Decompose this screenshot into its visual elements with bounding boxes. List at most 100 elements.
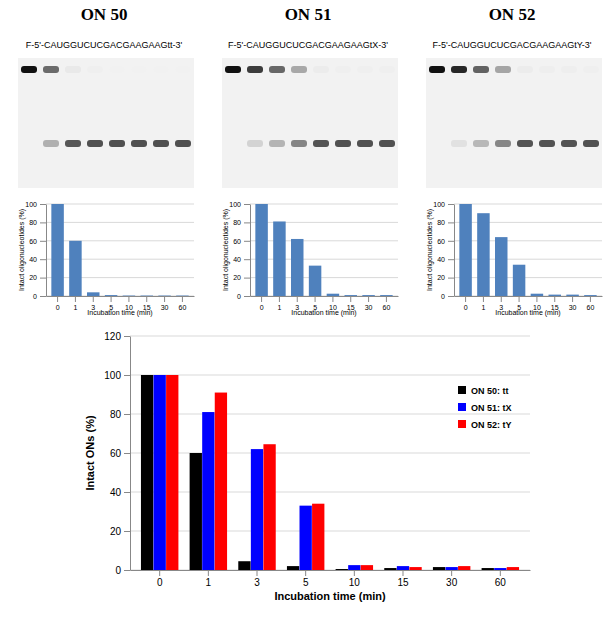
gel-band xyxy=(517,140,533,147)
tick-label: 80 xyxy=(110,409,122,420)
grid-line xyxy=(454,204,602,205)
gel-band xyxy=(517,66,533,73)
tick: 60 xyxy=(233,238,250,245)
gel-band xyxy=(225,66,241,73)
gel-band xyxy=(131,66,147,73)
bar xyxy=(384,568,396,570)
plot-area xyxy=(459,204,596,296)
bar xyxy=(345,295,357,296)
axis-line xyxy=(46,205,47,297)
bar xyxy=(361,565,373,570)
gel-band xyxy=(131,140,147,147)
bar xyxy=(433,567,445,570)
bar xyxy=(549,295,561,296)
grid xyxy=(130,336,530,570)
tick-label: 40 xyxy=(29,256,37,263)
tick-mark xyxy=(448,296,454,297)
bar xyxy=(105,295,117,296)
tick-label: 40 xyxy=(233,256,241,263)
tick: 80 xyxy=(437,219,454,226)
tick-mark xyxy=(244,222,250,223)
tick: 0 xyxy=(464,296,468,311)
bar xyxy=(287,566,299,570)
bar xyxy=(336,569,348,570)
tick: 20 xyxy=(110,526,130,537)
bar xyxy=(300,506,312,570)
tick: 5 xyxy=(303,570,309,588)
gel-band xyxy=(247,66,263,73)
tick: 20 xyxy=(437,274,454,281)
tick-mark xyxy=(40,222,46,223)
tick-mark xyxy=(159,570,160,576)
tick: 100 xyxy=(229,201,250,208)
tick: 10 xyxy=(349,570,361,588)
y-axis: 020406080100 xyxy=(25,201,46,300)
y-axis-title: Intact oligonucleotides (%) xyxy=(18,209,26,291)
tick: 0 xyxy=(157,570,163,588)
bar xyxy=(513,265,525,296)
small-chart: 020406080100013510153060Intact oligonucl… xyxy=(18,201,195,317)
tick: 30 xyxy=(161,296,169,311)
gel-band xyxy=(65,140,81,147)
axis-line xyxy=(131,570,531,571)
bar xyxy=(291,239,303,296)
bar xyxy=(362,295,374,296)
x-axis-title: Incubation time (min) xyxy=(495,309,560,317)
bar xyxy=(51,204,63,296)
bar xyxy=(495,237,507,296)
tick-mark xyxy=(297,296,298,302)
tick-mark xyxy=(244,296,250,297)
gel-background xyxy=(222,58,398,188)
tick-mark xyxy=(128,296,129,302)
bar xyxy=(202,412,214,570)
gel-band xyxy=(43,140,59,147)
tick-mark xyxy=(402,570,403,576)
tick-mark xyxy=(368,296,369,302)
tick-label: 100 xyxy=(104,370,121,381)
grid-line xyxy=(130,375,530,376)
tick-label: 0 xyxy=(33,293,37,300)
tick-mark xyxy=(124,492,130,493)
tick-mark xyxy=(124,414,130,415)
tick: 40 xyxy=(233,256,250,263)
grid-line xyxy=(46,296,194,297)
tick-mark xyxy=(261,296,262,302)
tick: 120 xyxy=(104,331,130,342)
panel: ON 52F-5'-CAUGGUCUCGACGAAGAAGtY-3'020406… xyxy=(426,5,603,317)
tick-label: 40 xyxy=(437,256,445,263)
tick-label: 120 xyxy=(104,331,121,342)
tick-mark xyxy=(465,296,466,302)
bar xyxy=(380,295,392,296)
tick: 80 xyxy=(29,219,46,226)
gel-band xyxy=(65,66,81,73)
tick-mark xyxy=(40,296,46,297)
tick-mark xyxy=(244,278,250,279)
tick: 60 xyxy=(587,296,595,311)
grid-line xyxy=(250,204,398,205)
tick-mark xyxy=(386,296,387,302)
tick-mark xyxy=(448,222,454,223)
tick: 30 xyxy=(569,296,577,311)
tick: 30 xyxy=(365,296,373,311)
panel: ON 51F-5'-CAUGGUCUCGACGAAGAAGtX-3'020406… xyxy=(222,5,399,317)
gel-band xyxy=(109,140,125,147)
axis-line xyxy=(455,296,603,297)
gel-band xyxy=(473,140,489,147)
tick-mark xyxy=(111,296,112,302)
gel-band xyxy=(429,66,445,73)
tick: 100 xyxy=(433,201,454,208)
tick: 100 xyxy=(104,370,130,381)
tick: 3 xyxy=(254,570,260,588)
tick-label: 1 xyxy=(481,304,485,311)
bar xyxy=(309,266,321,296)
tick-mark xyxy=(451,570,452,576)
bar xyxy=(176,295,188,296)
tick-label: 30 xyxy=(446,577,458,588)
gel-band xyxy=(269,66,285,73)
gel-background xyxy=(426,58,602,188)
tick-mark xyxy=(448,259,454,260)
bar xyxy=(458,566,470,570)
tick-label: 80 xyxy=(233,219,241,226)
tick: 60 xyxy=(29,238,46,245)
tick: 60 xyxy=(179,296,187,311)
